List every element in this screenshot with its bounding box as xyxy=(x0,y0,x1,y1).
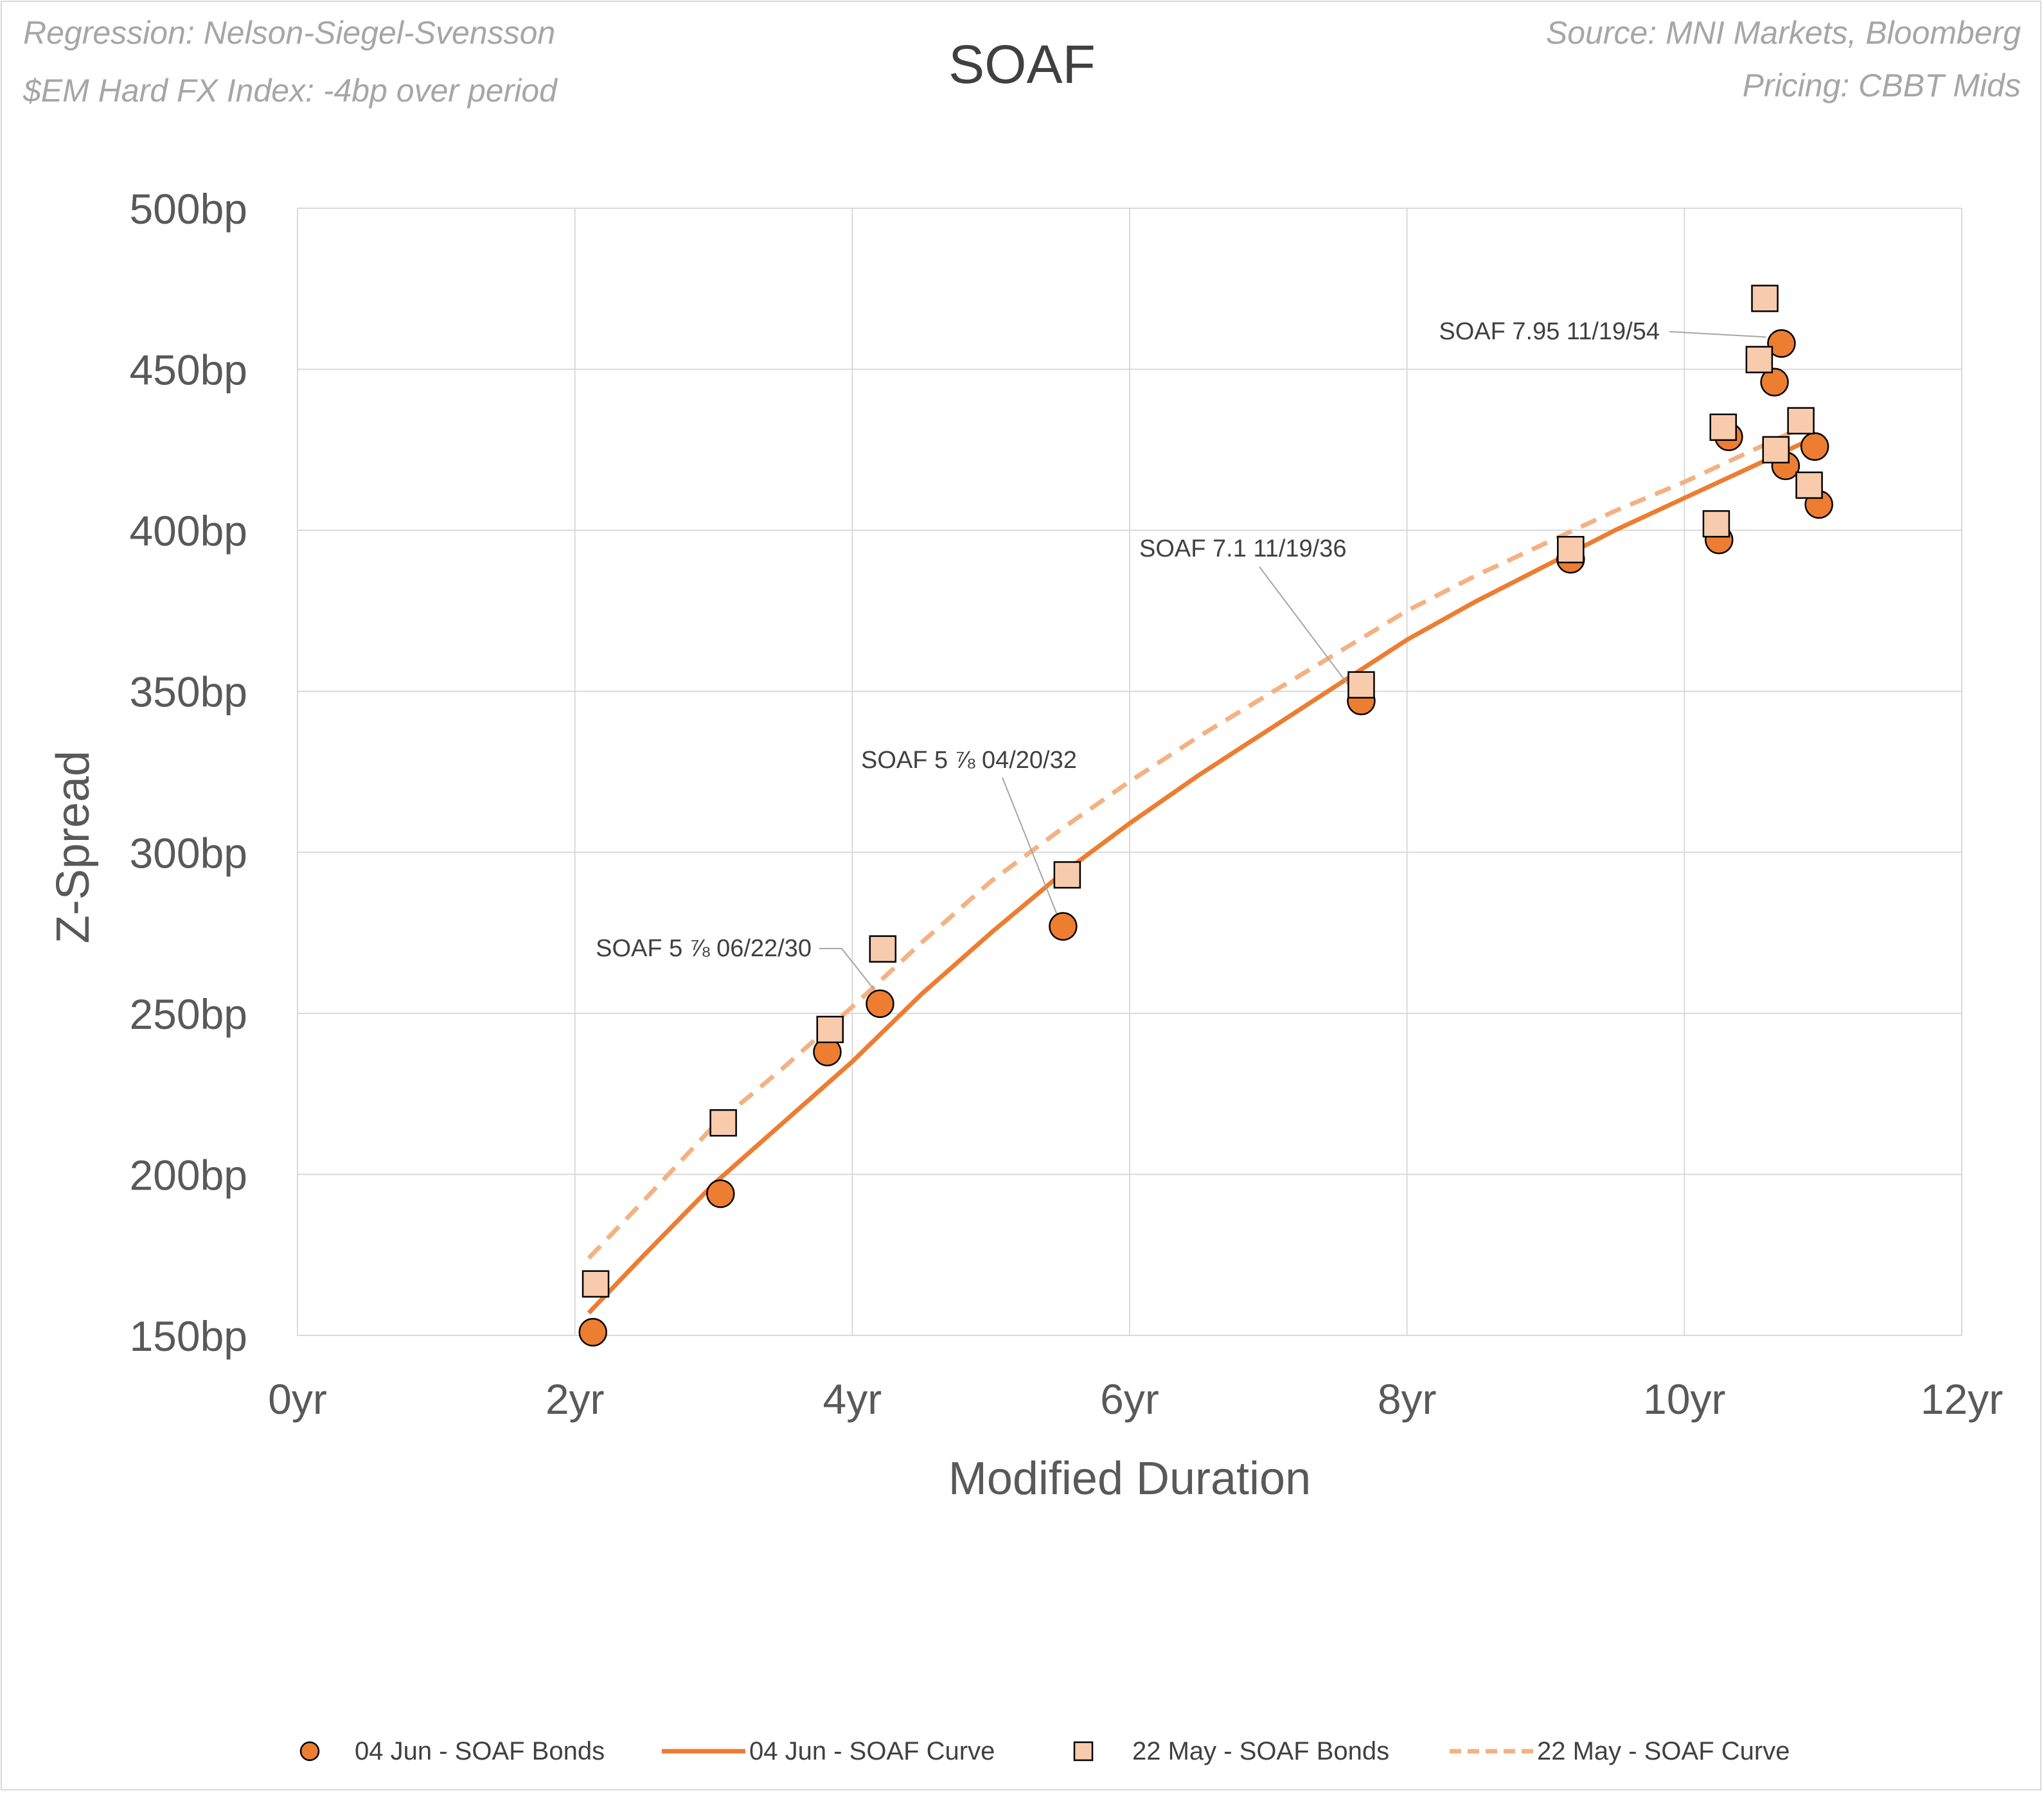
y-tick-label: 450bp xyxy=(129,346,247,394)
jun-bond-point xyxy=(1760,368,1789,397)
may-bond-point xyxy=(582,1270,610,1298)
may-bond-point xyxy=(1347,671,1375,699)
legend-label: 04 Jun - SOAF Bonds xyxy=(355,1736,605,1765)
jun-bond-point xyxy=(1049,912,1078,941)
legend-label: 04 Jun - SOAF Curve xyxy=(749,1736,995,1765)
jun-bond-point xyxy=(1767,329,1796,358)
y-axis-title: Z-Spread xyxy=(48,751,99,943)
jun-bond-point xyxy=(1800,432,1829,461)
legend-item-may-bonds: 22 May - SOAF Bonds xyxy=(1071,1726,1389,1777)
may-bond-point xyxy=(1557,535,1585,564)
y-tick-label: 300bp xyxy=(129,829,247,877)
y-tick-label: 400bp xyxy=(129,507,247,555)
legend-item-may-curve: 22 May - SOAF Curve xyxy=(1450,1726,1790,1777)
annotation-leader-line xyxy=(1259,566,1351,688)
x-tick-label: 0yr xyxy=(268,1375,327,1423)
x-tick-label: 8yr xyxy=(1378,1375,1437,1423)
jun-bond-point xyxy=(578,1317,607,1347)
may-bond-point xyxy=(1751,285,1779,312)
solid-line-icon xyxy=(662,1749,745,1754)
x-tick-label: 4yr xyxy=(822,1375,882,1423)
pricing-note: Pricing: CBBT Mids xyxy=(1742,67,2021,103)
x-tick-label: 6yr xyxy=(1100,1375,1159,1423)
x-tick-label: 10yr xyxy=(1643,1375,1725,1423)
dashed-line-icon xyxy=(1450,1749,1533,1754)
y-tick-label: 150bp xyxy=(129,1312,247,1360)
chart-title: SOAF xyxy=(948,34,1096,94)
annotation-leader-line xyxy=(1002,777,1058,914)
x-tick-label: 2yr xyxy=(546,1375,605,1423)
may-bond-point xyxy=(1709,413,1737,442)
regression-note: Regression: Nelson-Siegel-Svensson xyxy=(23,15,556,51)
bond-annotation-label: SOAF 7.95 11/19/54 xyxy=(1439,318,1660,345)
square-marker-icon xyxy=(1073,1741,1094,1762)
legend-label: 22 May - SOAF Curve xyxy=(1537,1736,1790,1765)
legend-item-jun-curve: 04 Jun - SOAF Curve xyxy=(662,1726,995,1777)
annotation-leader-line xyxy=(819,948,877,993)
may-bond-point xyxy=(816,1015,844,1044)
bond-annotation-label: SOAF 7.1 11/19/36 xyxy=(1139,535,1347,562)
y-tick-label: 200bp xyxy=(129,1151,247,1199)
legend-item-jun-bonds: 04 Jun - SOAF Bonds xyxy=(297,1726,605,1777)
x-axis-title: Modified Duration xyxy=(948,1453,1311,1504)
bond-annotation-label: SOAF 5 ⅞ 06/22/30 xyxy=(596,935,812,962)
may-bond-point xyxy=(1745,346,1773,373)
legend: 04 Jun - SOAF Bonds 04 Jun - SOAF Curve … xyxy=(0,1726,2044,1777)
may-bond-point xyxy=(1702,510,1730,538)
may-curve-line xyxy=(587,422,1811,1260)
may-bond-point xyxy=(1787,407,1815,435)
jun-curve-line xyxy=(587,438,1811,1315)
may-bond-point xyxy=(869,935,897,963)
bond-annotation-label: SOAF 5 ⅞ 04/20/32 xyxy=(861,747,1077,774)
y-tick-label: 350bp xyxy=(129,668,247,716)
legend-label: 22 May - SOAF Bonds xyxy=(1132,1736,1390,1765)
jun-bond-point xyxy=(866,989,894,1019)
y-tick-label: 500bp xyxy=(129,185,247,233)
y-tick-label: 250bp xyxy=(129,990,247,1038)
index-note: $EM Hard FX Index: -4bp over period xyxy=(23,73,557,109)
annotation-leader-line xyxy=(1669,331,1766,338)
source-note: Source: MNI Markets, Bloomberg xyxy=(1545,15,2021,51)
circle-marker-icon xyxy=(299,1741,320,1762)
may-bond-point xyxy=(1762,436,1790,464)
may-bond-point xyxy=(1053,861,1081,889)
may-bond-point xyxy=(1795,471,1823,499)
x-tick-label: 12yr xyxy=(1921,1375,2003,1423)
may-bond-point xyxy=(709,1109,737,1137)
jun-bond-point xyxy=(706,1179,735,1208)
